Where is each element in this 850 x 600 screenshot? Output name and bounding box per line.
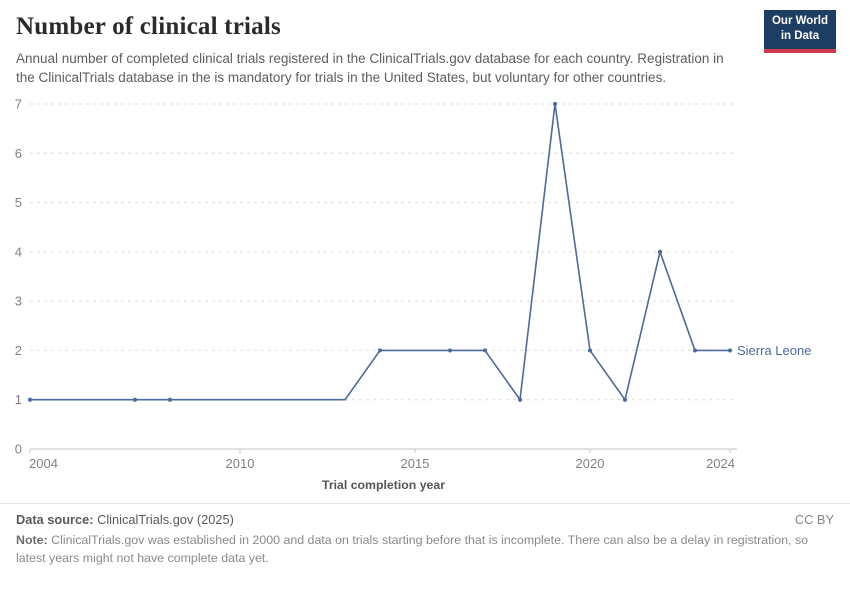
data-point-marker[interactable] <box>167 397 173 403</box>
owid-logo-line1: Our World <box>771 15 828 27</box>
footer-note-label: Note: <box>16 533 48 548</box>
owid-logo[interactable]: Our World in Data <box>763 10 836 53</box>
data-point-marker[interactable] <box>552 102 558 107</box>
x-tick-label: 2015 <box>401 456 430 471</box>
footer-note-text: ClinicalTrials.gov was established in 20… <box>16 533 809 565</box>
data-point-marker[interactable] <box>587 348 593 353</box>
data-point-marker[interactable] <box>447 348 453 353</box>
y-tick-label: 3 <box>15 294 22 309</box>
data-point-marker[interactable] <box>727 348 733 353</box>
chart-title: Number of clinical trials <box>16 13 281 40</box>
series-label: Sierra Leone <box>737 343 811 358</box>
y-tick-label: 5 <box>15 195 22 210</box>
y-tick-label: 2 <box>15 343 22 358</box>
line-chart: 0 1 2 3 4 5 6 7 2004 2010 2015 2020 2024 Trial comple… <box>0 92 850 497</box>
data-source-value[interactable]: ClinicalTrials.gov (2025) <box>93 512 234 528</box>
data-point-marker[interactable] <box>27 397 33 403</box>
x-tick-label: 2024 <box>706 456 735 471</box>
data-source: Data source: ClinicalTrials.gov (2025) <box>16 512 234 527</box>
owid-logo-line2: in Data <box>780 29 820 42</box>
data-point-marker[interactable] <box>657 250 663 255</box>
data-point-marker[interactable] <box>482 348 488 353</box>
footer-note: Note: ClinicalTrials.gov was established… <box>16 532 834 567</box>
chart-subtitle: Annual number of completed clinical tria… <box>16 51 724 86</box>
chart-footer: Data source: ClinicalTrials.gov (2025) C… <box>0 503 850 567</box>
data-point-marker[interactable] <box>517 397 523 403</box>
x-axis-title: Trial completion year <box>322 478 445 492</box>
x-tick-label: 2004 <box>29 456 58 471</box>
footer-source-row: Data source: ClinicalTrials.gov (2025) C… <box>16 512 834 527</box>
series-line-sierra-leone[interactable] <box>30 103 730 401</box>
data-source-label: Data source: <box>16 512 94 528</box>
y-tick-label: 4 <box>15 245 22 260</box>
y-tick-label: 7 <box>15 97 22 112</box>
y-tick-label: 0 <box>15 442 22 457</box>
license-link[interactable]: CC BY <box>794 512 834 528</box>
data-point-marker[interactable] <box>692 348 698 353</box>
data-point-marker[interactable] <box>377 348 383 353</box>
data-point-marker[interactable] <box>132 397 138 403</box>
chart-canvas: 0 1 2 3 4 5 6 7 2004 2010 2015 2020 2024 Trial comple… <box>15 97 812 493</box>
y-tick-label: 1 <box>15 393 22 408</box>
y-tick-label: 6 <box>15 146 22 161</box>
x-tick-label: 2020 <box>576 456 605 471</box>
chart-header: Number of clinical trials Our World in D… <box>0 0 850 87</box>
data-point-marker[interactable] <box>622 397 628 403</box>
x-tick-label: 2010 <box>226 456 255 471</box>
